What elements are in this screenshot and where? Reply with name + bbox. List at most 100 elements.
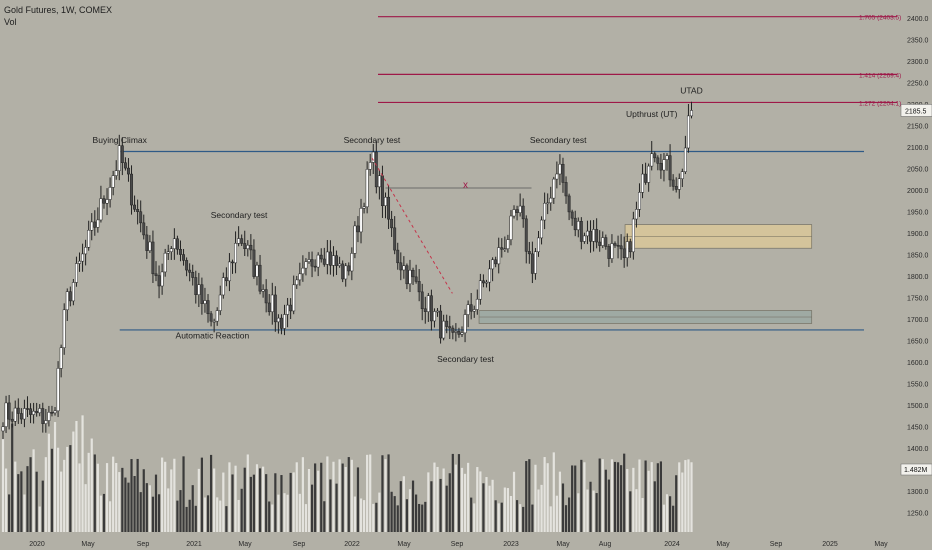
candle-body [191, 272, 195, 278]
volume-label: Vol [4, 17, 17, 27]
volume-bar [396, 505, 399, 532]
candle-body [589, 230, 592, 242]
candle-body [84, 247, 88, 255]
candle-body [203, 300, 207, 304]
y-tick-label: 1650.0 [907, 339, 929, 346]
volume-bar [240, 488, 243, 532]
candle-body [182, 254, 185, 261]
volume-bar [72, 431, 75, 532]
candle-body [283, 314, 286, 329]
volume-bar [509, 495, 513, 532]
candle-body [616, 244, 620, 247]
symbol-title: Gold Futures, 1W, COMEX [4, 5, 113, 15]
volume-bar [678, 462, 681, 532]
candle-body [537, 237, 540, 253]
last-price-label: 2185.5 [905, 108, 927, 115]
volume-bar [662, 504, 666, 532]
volume-bar [372, 503, 375, 532]
volume-bar [405, 499, 409, 532]
volume-bar [69, 445, 72, 532]
y-tick-label: 1300.0 [907, 489, 929, 496]
volume-bar [359, 498, 363, 532]
candle-body [656, 157, 660, 164]
candle-body [200, 284, 204, 304]
candle-body [347, 265, 351, 272]
volume-bar [246, 454, 249, 532]
candle-body [374, 151, 378, 188]
candle-body [524, 218, 528, 252]
volume-bar [1, 438, 5, 532]
x-tick-label: May [716, 541, 730, 548]
candle-body [316, 254, 320, 268]
candle-body [292, 284, 296, 312]
candle-body [133, 204, 137, 210]
volume-bar [219, 500, 222, 532]
volume-bar [274, 473, 277, 532]
candle-body [610, 243, 614, 259]
fib-level-label: 1.414 (2269.4) [859, 72, 901, 79]
x-tick-label: 2025 [822, 541, 838, 548]
volume-bar [531, 504, 534, 532]
volume-bar [598, 458, 601, 532]
volume-bar [571, 465, 574, 532]
volume-bar [543, 457, 546, 532]
candle-body [478, 280, 482, 300]
candle-body [365, 169, 369, 208]
volume-bar [121, 467, 124, 532]
candle-body [414, 276, 418, 282]
candle-body [552, 178, 556, 199]
candle-body [224, 277, 228, 282]
candle-body [10, 418, 14, 422]
volume-bar [415, 494, 418, 532]
volume-bar [50, 448, 54, 532]
volume-bar [170, 469, 173, 532]
candle-body [601, 237, 605, 246]
candle-body [139, 211, 143, 224]
volume-bar [173, 458, 176, 532]
candle-body [160, 271, 164, 287]
candle-body [341, 263, 345, 280]
volume-bar [601, 459, 604, 532]
y-tick-label: 1250.0 [907, 511, 929, 518]
volume-bar [568, 497, 571, 532]
candle-body [114, 170, 118, 176]
volume-bar [255, 464, 259, 532]
x-tick-label: Aug [599, 541, 612, 548]
volume-bar [546, 463, 549, 532]
candle-body [543, 202, 547, 221]
volume-bar [684, 460, 687, 532]
fib-level-label: 1.705 (2403.5) [859, 15, 901, 22]
volume-bar [408, 489, 412, 532]
volume-bar [63, 459, 66, 532]
x-tick-label: 2020 [29, 541, 45, 548]
volume-bar [127, 482, 130, 532]
annotation-label: UTAD [680, 85, 703, 95]
candle-body [261, 289, 265, 292]
volume-bar [528, 459, 531, 532]
volume-bar [586, 489, 589, 532]
candle-body [638, 192, 641, 210]
volume-bar [411, 480, 415, 532]
volume-badge [900, 463, 932, 476]
candle-body [240, 238, 244, 244]
volume-bar [228, 462, 231, 532]
candle-body [442, 320, 446, 339]
volume-bar [470, 497, 473, 532]
y-tick-label: 2250.0 [907, 81, 929, 88]
volume-bar [93, 454, 96, 532]
candle-body [384, 196, 387, 206]
candle-body [662, 159, 666, 171]
last-price-badge [900, 104, 932, 117]
volume-bar [32, 449, 35, 532]
volume-bar [317, 470, 320, 532]
volume-bar [626, 468, 629, 532]
volume-bar [620, 465, 623, 532]
volume-bar [222, 472, 225, 532]
volume-bar [124, 477, 127, 532]
candle-body [481, 280, 485, 284]
volume-bar [690, 462, 693, 532]
candle-body [380, 175, 384, 206]
volume-bar [485, 477, 488, 532]
